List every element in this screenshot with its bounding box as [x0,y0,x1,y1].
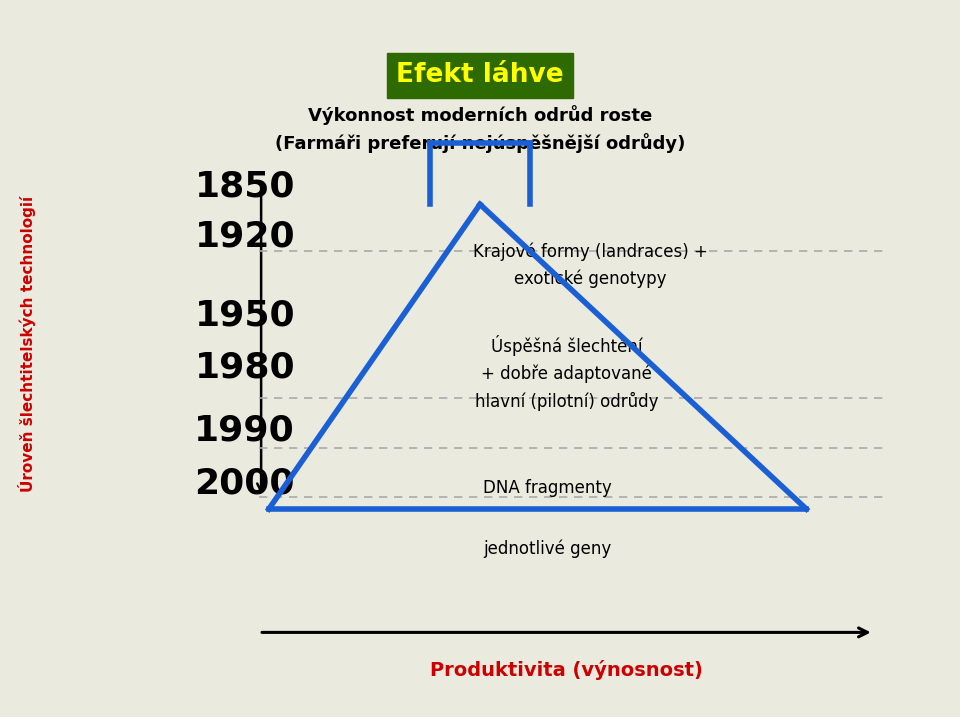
Text: 1920: 1920 [195,219,295,254]
Text: Produktivita (výnosnost): Produktivita (výnosnost) [430,660,703,680]
Text: jednotlivé geny: jednotlivé geny [483,539,612,558]
Text: Krajové formy (landraces) +
exotické genotypy: Krajové formy (landraces) + exotické gen… [473,242,708,288]
Text: Úroveň šlechtitelských technologií: Úroveň šlechtitelských technologií [18,196,36,493]
Text: Úspěšná šlechtění
+ dobře adaptované
hlavní (pilotní) odrůdy: Úspěšná šlechtění + dobře adaptované hla… [474,335,659,411]
Text: DNA fragmenty: DNA fragmenty [483,478,612,497]
Text: 1850: 1850 [195,169,295,204]
Text: 2000: 2000 [195,467,295,501]
Text: Výkonnost moderních odrůd roste: Výkonnost moderních odrůd roste [308,105,652,125]
Text: 1990: 1990 [195,413,295,447]
Text: Efekt láhve: Efekt láhve [396,62,564,88]
Text: 1950: 1950 [195,298,295,333]
Text: 1980: 1980 [195,351,295,385]
Text: (Farmáři preferují nejúspěšnější odrůdy): (Farmáři preferují nejúspěšnější odrůdy) [275,133,685,153]
